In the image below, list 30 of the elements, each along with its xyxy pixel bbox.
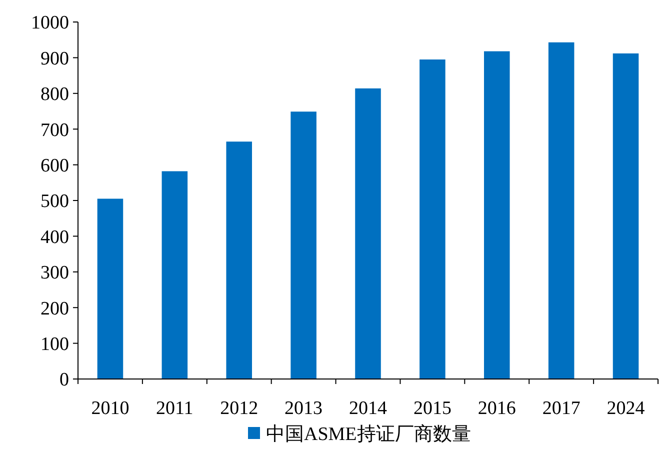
bar	[97, 198, 124, 379]
x-tick-label: 2015	[413, 398, 452, 419]
y-tick-label: 1000	[31, 12, 69, 34]
y-tick-label: 300	[40, 262, 69, 284]
x-tick-label: 2014	[349, 398, 388, 419]
y-tick-label: 900	[40, 48, 69, 70]
y-tick-label: 400	[40, 226, 69, 248]
bar	[484, 51, 510, 379]
y-tick-label: 200	[40, 298, 69, 320]
bar	[162, 171, 188, 379]
bar	[612, 53, 639, 379]
x-tick-label: 2010	[91, 398, 130, 419]
x-tick-label: 2012	[220, 398, 258, 419]
x-tick-label: 2011	[156, 398, 194, 419]
x-tick-label: 2017	[542, 398, 580, 419]
y-tick-label: 600	[40, 155, 69, 176]
x-tick-label: 2024	[606, 398, 646, 419]
y-tick-label: 800	[40, 84, 69, 106]
x-tick-label: 2016	[478, 398, 516, 419]
bar	[548, 42, 574, 379]
y-tick-label: 100	[40, 334, 69, 355]
legend-label: 中国ASME持证厂商数量	[266, 423, 471, 445]
bar	[355, 88, 381, 379]
y-tick-label: 700	[40, 120, 69, 141]
bar	[226, 142, 252, 379]
y-tick-label: 500	[40, 191, 69, 212]
bar	[420, 59, 446, 379]
y-tick-label: 0	[60, 370, 69, 391]
x-tick-label: 2013	[284, 398, 323, 419]
bar	[290, 112, 316, 379]
